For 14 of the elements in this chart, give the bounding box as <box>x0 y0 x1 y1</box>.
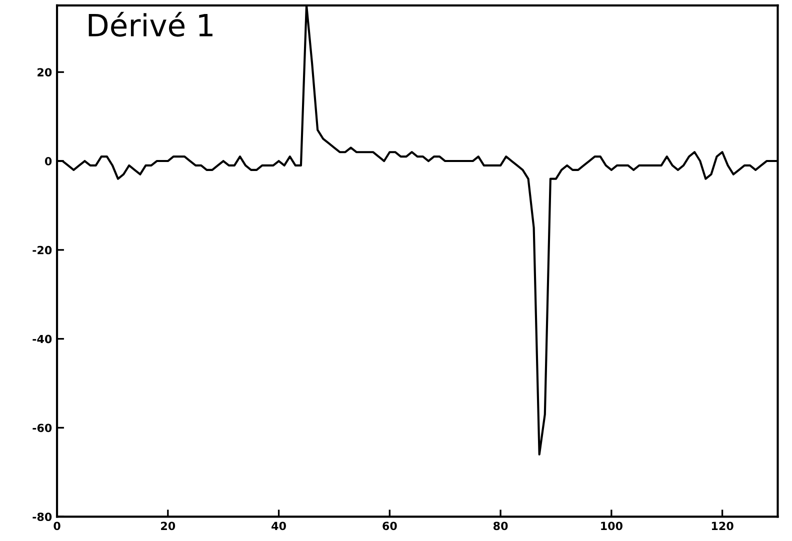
y-tick-label: -20 <box>32 246 52 254</box>
x-tick-label: 80 <box>493 522 508 530</box>
x-tick-label: 60 <box>382 522 397 530</box>
x-tick-label: 40 <box>272 522 286 530</box>
y-tick-label: 0 <box>44 156 52 166</box>
x-tick-label: 120 <box>712 522 734 530</box>
chart-title: Dérivé 1 <box>88 12 212 37</box>
y-tick-label: -40 <box>32 334 52 344</box>
y-tick-label: -60 <box>32 424 52 432</box>
x-tick-label: 20 <box>161 522 176 530</box>
y-tick-label: 20 <box>38 68 52 76</box>
x-tick-label: 0 <box>54 522 60 530</box>
y-tick-label: -80 <box>32 512 52 522</box>
x-tick-label: 100 <box>601 522 622 530</box>
